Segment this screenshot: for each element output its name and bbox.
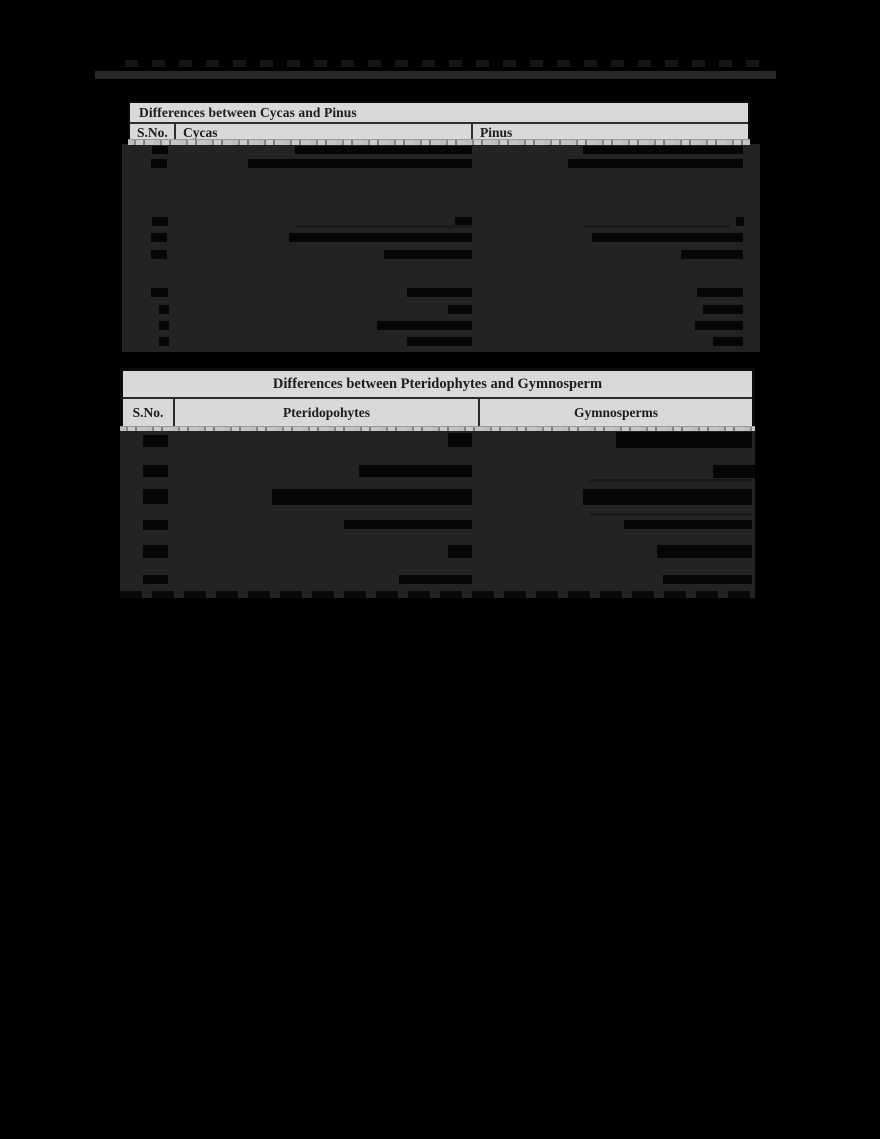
redaction-bar [143, 435, 168, 447]
redaction-bar [583, 146, 743, 154]
redaction-bar [159, 337, 169, 346]
redaction-bar [590, 513, 752, 516]
redaction-bar [151, 288, 168, 297]
redaction-bar [384, 250, 472, 259]
redaction-bar [448, 305, 472, 314]
redaction-bar [568, 159, 743, 168]
redaction-bar [151, 250, 167, 259]
redaction-bar [592, 233, 743, 242]
redaction-bar [143, 489, 168, 504]
redaction-bar [248, 159, 472, 168]
redaction-bar [289, 233, 472, 242]
redaction-bar [657, 545, 752, 558]
redaction-bar [713, 465, 755, 478]
redaction-bar [143, 465, 168, 477]
redaction-bar [151, 159, 167, 168]
redaction-bar [736, 217, 744, 226]
redaction-bar [407, 337, 472, 346]
column-header-gymnosperms: Gymnosperms [574, 404, 658, 420]
table-pterido-gymno-header: Differences between Pteridophytes and Gy… [120, 368, 755, 426]
column-header-sno: S.No. [130, 124, 176, 142]
dotted-separator [125, 60, 770, 67]
redaction-bar [455, 217, 472, 226]
redaction-bar [624, 520, 752, 529]
redaction-bar [590, 479, 752, 482]
redaction-bar [151, 233, 167, 242]
redaction-bar [703, 305, 743, 314]
table-column-header-row: S.No. Cycas Pinus [130, 124, 748, 142]
table-title: Differences between Pteridophytes and Gy… [123, 371, 752, 399]
redaction-bar [152, 146, 168, 154]
redaction-bar [344, 520, 472, 529]
redaction-bar [159, 305, 169, 314]
redaction-bar [295, 225, 472, 228]
redaction-bar [713, 337, 743, 346]
redaction-bar [616, 432, 752, 448]
redaction-bar [143, 575, 168, 584]
redaction-bar [448, 433, 472, 447]
horizontal-rule [95, 71, 776, 79]
redaction-bar [272, 489, 472, 505]
column-header-pinus: Pinus [480, 125, 513, 140]
redaction-bar [695, 321, 743, 330]
table-pterido-gymno-body [120, 430, 755, 590]
redaction-bar [583, 489, 752, 505]
table-column-header-row: S.No. Pteridopohytes Gymnosperms [123, 399, 752, 426]
redaction-bar [143, 545, 168, 558]
redaction-bar [143, 520, 168, 530]
redaction-bar [697, 288, 743, 297]
redaction-bar [399, 575, 472, 584]
redaction-bar [295, 146, 472, 154]
redaction-bar [159, 321, 169, 330]
clipped-text-row [120, 426, 755, 431]
column-header-sno: S.No. [123, 399, 175, 426]
redaction-bar [377, 321, 472, 330]
table-cycas-pinus-body [122, 144, 760, 352]
redaction-bar [152, 217, 168, 226]
dashed-separator [120, 590, 755, 598]
redaction-bar [681, 250, 743, 259]
redaction-bar [663, 575, 752, 584]
redaction-bar [407, 288, 472, 297]
column-header-cycas: Cycas [176, 124, 473, 142]
redaction-bar [448, 545, 472, 558]
column-header-pteridophytes: Pteridopohytes [175, 399, 480, 426]
redaction-bar [583, 225, 730, 228]
clipped-text-row [128, 139, 750, 145]
table-cycas-pinus-header: Differences between Cycas and Pinus S.No… [128, 101, 750, 142]
redaction-bar [359, 465, 472, 477]
table-title: Differences between Cycas and Pinus [130, 103, 748, 124]
